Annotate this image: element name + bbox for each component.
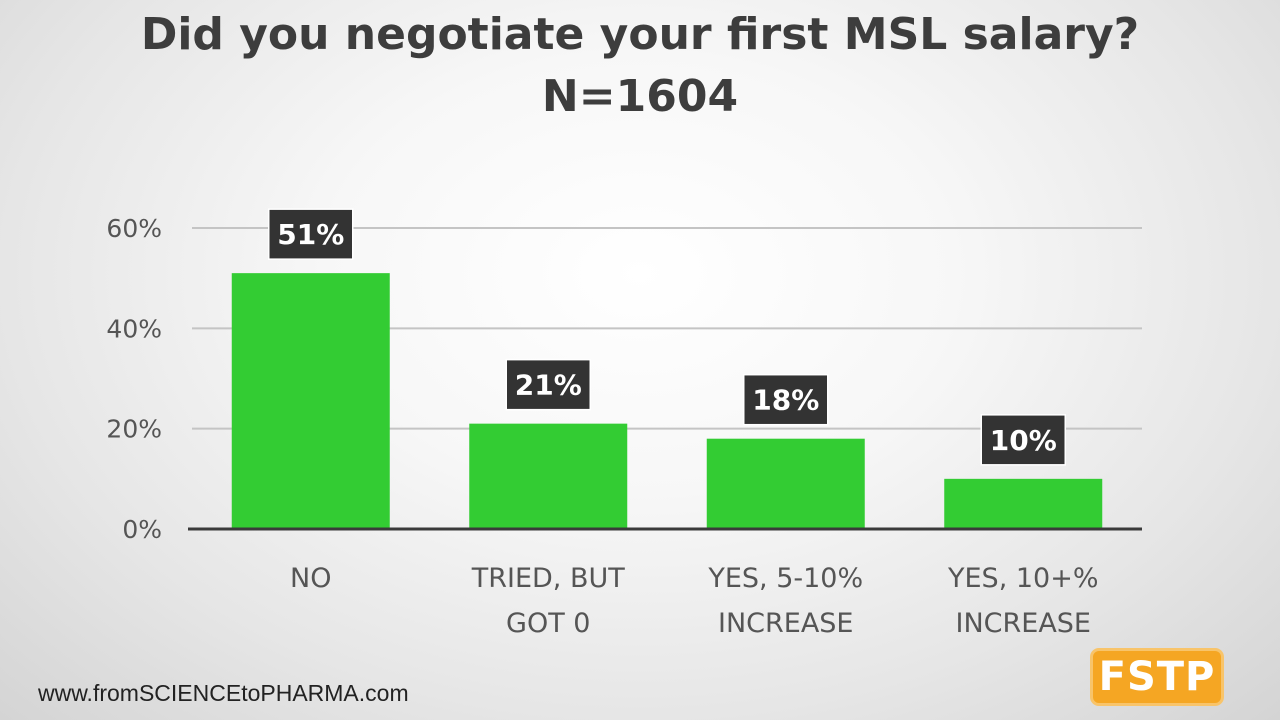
category-label: TRIED, BUT <box>471 563 626 594</box>
data-label-box <box>980 414 1066 466</box>
category-label: YES, 5-10% <box>707 563 863 594</box>
bar <box>469 423 628 529</box>
data-label-box <box>268 208 354 260</box>
category-label: YES, 10+% <box>947 563 1099 594</box>
chart-title-line2: N=1604 <box>541 71 739 122</box>
logo-text: FSTP <box>1098 654 1216 700</box>
y-tick-label: 60% <box>106 214 162 243</box>
data-label-box <box>505 358 591 411</box>
data-label: 21% <box>515 369 582 402</box>
category-label: INCREASE <box>718 608 854 639</box>
data-label: 51% <box>277 218 344 251</box>
category-label: GOT 0 <box>506 608 590 639</box>
bar <box>944 478 1103 529</box>
fstp-logo: FSTP <box>1090 648 1224 706</box>
bar <box>231 273 390 529</box>
footer-url[interactable]: www.fromSCIENCEtoPHARMA.com <box>38 680 409 706</box>
data-label-box <box>743 373 829 426</box>
chart-title: Did you negotiate your first MSL salary?… <box>0 4 1280 128</box>
category-label: INCREASE <box>955 608 1091 639</box>
bar <box>706 438 865 529</box>
y-tick-label: 20% <box>106 415 162 444</box>
y-tick-label: 40% <box>106 314 162 343</box>
data-label: 18% <box>752 384 819 417</box>
data-label: 10% <box>990 424 1057 457</box>
chart-title-line1: Did you negotiate your first MSL salary? <box>140 9 1140 60</box>
y-tick-label: 0% <box>122 515 162 544</box>
category-label: NO <box>290 563 331 594</box>
